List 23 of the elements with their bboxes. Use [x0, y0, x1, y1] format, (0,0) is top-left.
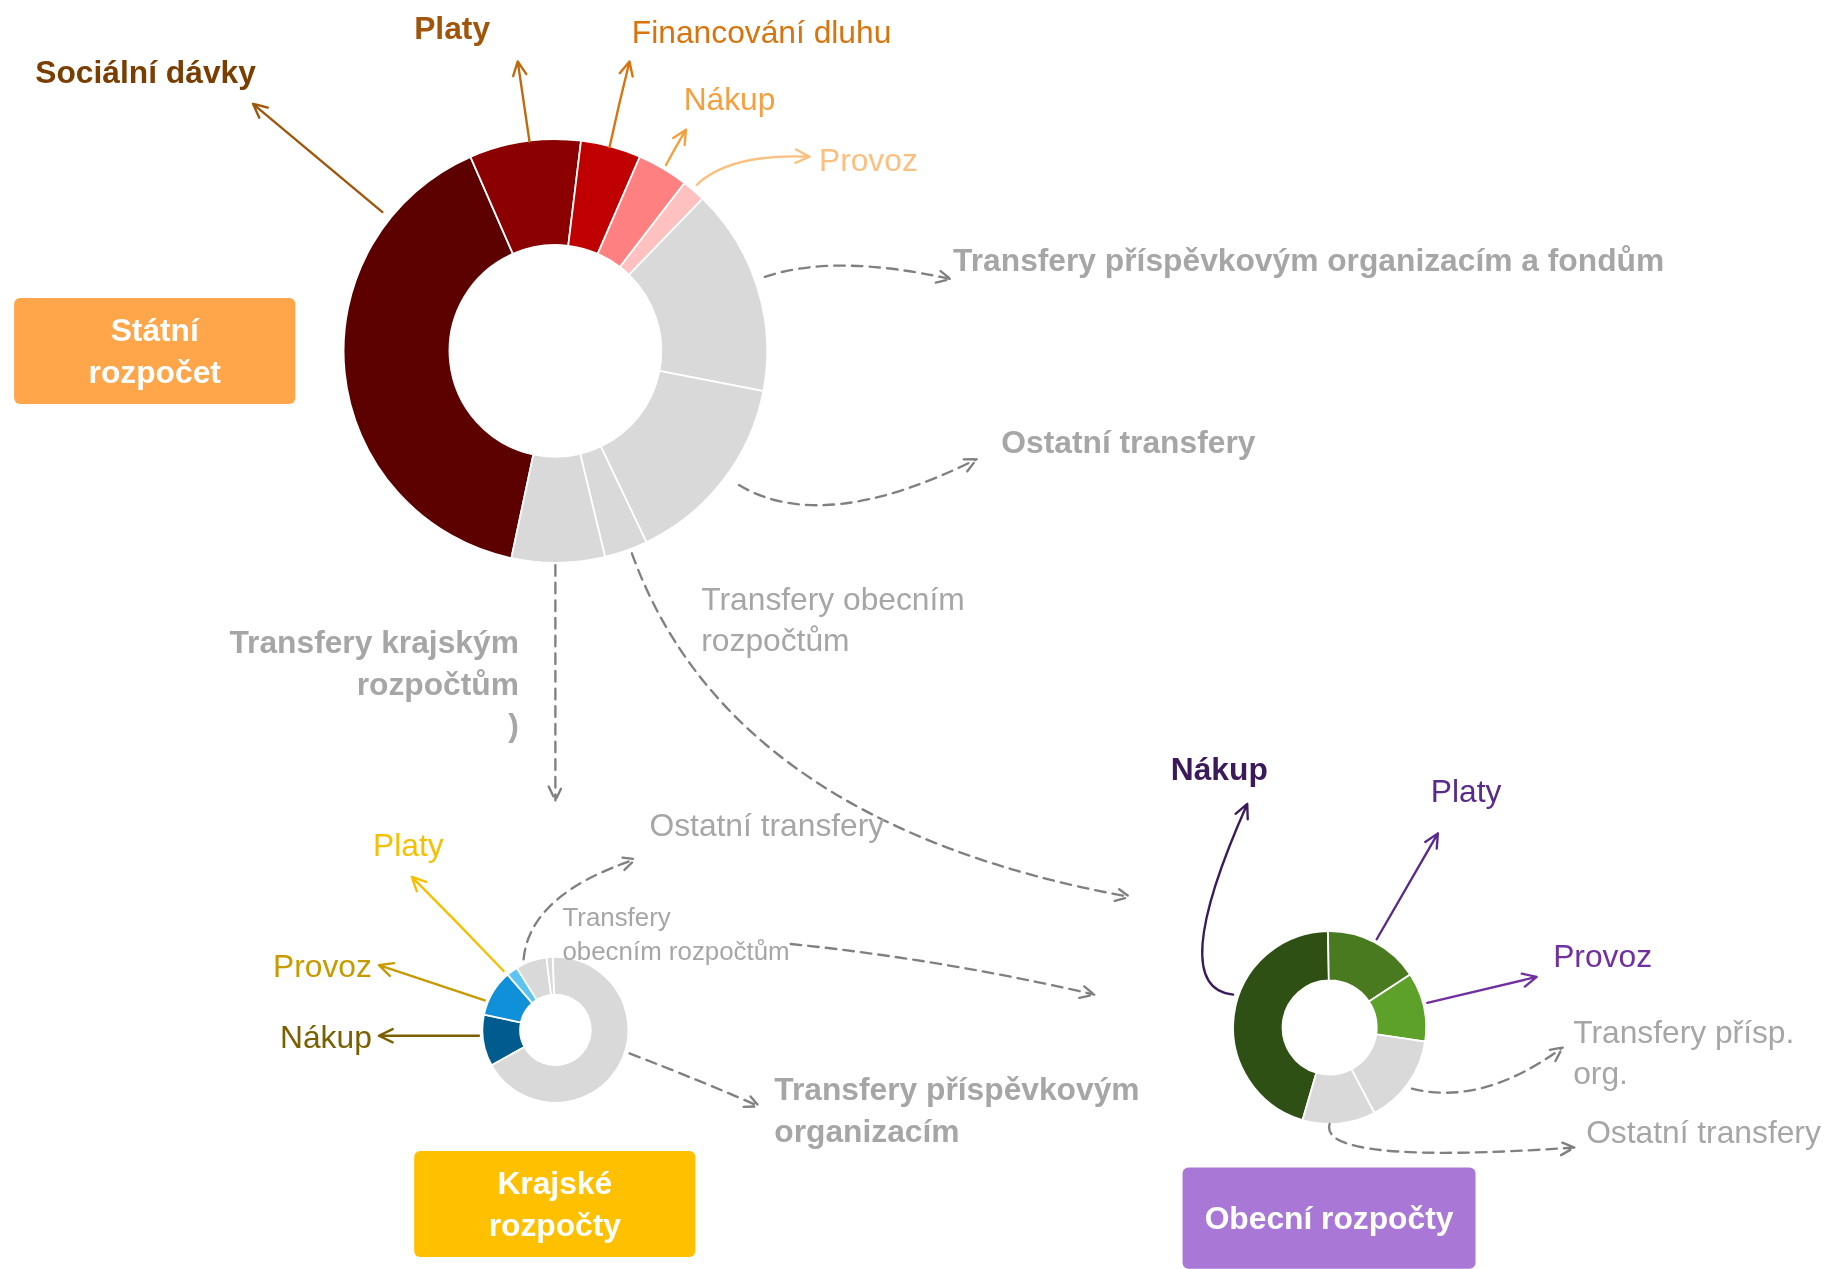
- slice-label: Ostatní transfery: [1001, 424, 1256, 461]
- slice-label: Ostatní transfery: [649, 806, 885, 843]
- slice-label: Financování dluhu: [631, 13, 892, 50]
- slice-label: Platy: [373, 826, 444, 863]
- slice-label: Platy: [1430, 772, 1502, 809]
- text: Krajské rozpočty: [488, 1164, 622, 1244]
- slice-label: Nákup: [1170, 751, 1268, 788]
- slice-label: Transfery krajským rozpočtům ): [229, 624, 519, 743]
- slice-label: Provoz: [1553, 938, 1653, 975]
- text: Státní rozpočet: [88, 311, 222, 391]
- slice-label: Transfery příspěvkovým organizacím a fondům: [953, 241, 1665, 278]
- slice-label: Transfery příspěvkovým organizacím: [774, 1071, 1140, 1149]
- slice-label: Sociální dávky: [35, 53, 257, 90]
- slice-label: Transfery přísp. org.: [1573, 1013, 1795, 1092]
- slice-label: Provoz: [818, 141, 918, 178]
- slice-label: Ostatní transfery: [1586, 1113, 1821, 1150]
- slice-label: Transfery obecním rozpočtům: [701, 580, 965, 659]
- slice-label: Transfery obecním rozpočtům: [562, 903, 790, 965]
- text: Obecní rozpočty: [1204, 1200, 1454, 1237]
- slice-label: Nákup: [683, 80, 776, 117]
- slice-label: Nákup: [280, 1018, 372, 1055]
- slice-label: Provoz: [273, 947, 372, 984]
- slice-label: Platy: [414, 10, 491, 47]
